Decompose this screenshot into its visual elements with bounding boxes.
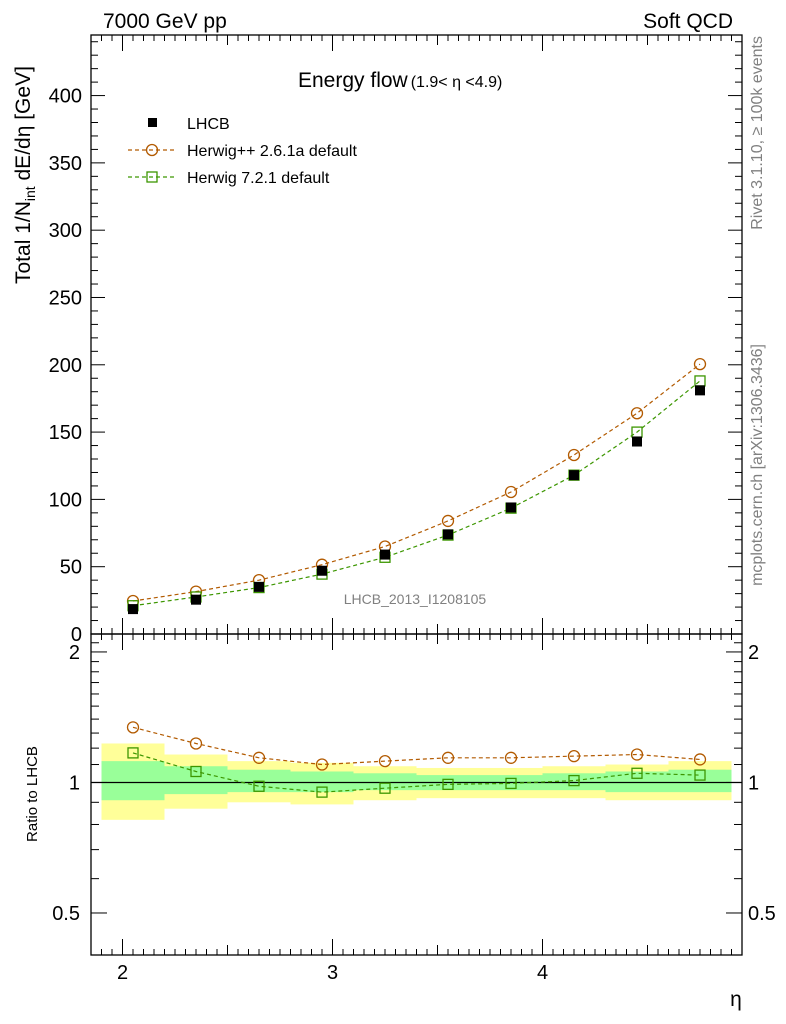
band-inner [668, 769, 732, 793]
data-point-series-1 [630, 407, 644, 420]
header-right: Soft QCD [643, 10, 733, 33]
ratio-line-1 [132, 726, 701, 766]
data-point-series-0 [317, 565, 327, 576]
analysis-watermark: LHCB_2013_I1208105 [344, 591, 487, 607]
band-inner [605, 771, 669, 793]
chart-title-suffix: (1.9< η <4.9) [411, 74, 503, 91]
data-point-series-1 [693, 357, 707, 371]
y-tick-label: 0 [71, 624, 82, 646]
y-tick-label: 250 [49, 287, 82, 309]
ratio-point-series-1 [378, 754, 392, 768]
main-plot-marks [126, 357, 707, 615]
legend: LHCB Herwig++ 2.6.1a default Herwig 7.2.… [128, 116, 357, 187]
data-point-series-0 [695, 385, 705, 396]
legend-marker-herwig7 [146, 171, 158, 183]
ratio-point-series-2 [253, 780, 265, 792]
x-tick-label: 2 [117, 962, 128, 984]
ratio-plot-marks [91, 721, 742, 798]
band-inner [542, 773, 606, 791]
axes: 0 50 100 150 200 250 300 350 400 2 3 4 0.5 0.5 1 1 2 2 [49, 34, 776, 984]
ratio-point-series-2 [568, 774, 580, 787]
ratio-point-series-1 [441, 751, 455, 764]
data-point-series-1 [441, 514, 455, 528]
ratio-axis-label: Ratio to LHCB [24, 746, 41, 842]
y-tick-label: 100 [49, 489, 82, 511]
ratio-point-series-1 [567, 749, 581, 763]
chart-title-main: Energy flow [298, 69, 409, 92]
ratio-line-2 [132, 752, 701, 793]
legend-label-lhcb: LHCB [187, 116, 230, 133]
chart-title: Energy flow (1.9< η <4.9) [298, 69, 502, 92]
mcplots-label: mcplots.cern.ch [arXiv:1306.3436] [749, 344, 766, 586]
ratio-tick-label: 0.5 [52, 903, 80, 925]
band-inner [101, 761, 165, 801]
y-tick-label: 350 [49, 153, 82, 175]
ratio-point-series-2 [505, 777, 517, 790]
ratio-point-series-1 [693, 753, 707, 766]
ratio-point-series-1 [189, 737, 203, 750]
data-point-series-0 [443, 529, 453, 540]
ratio-point-series-2 [694, 769, 706, 781]
legend-label-herwigpp: Herwig++ 2.6.1a default [187, 143, 357, 160]
data-point-series-0 [506, 502, 516, 513]
y-tick-label: 200 [49, 355, 82, 377]
header-left: 7000 GeV pp [103, 10, 227, 33]
ratio-tick-label-right: 1 [748, 772, 759, 794]
ratio-point-series-2 [190, 765, 202, 778]
data-point-series-0 [128, 604, 138, 615]
ratio-point-series-2 [316, 786, 328, 798]
data-point-series-1 [567, 448, 581, 462]
band-inner [290, 771, 354, 793]
band-inner [353, 773, 417, 791]
ratio-tick-label-right: 0.5 [748, 903, 776, 925]
y-axis-label-sub: int [22, 186, 38, 201]
series-line-1 [132, 363, 701, 602]
data-point-series-0 [380, 549, 390, 560]
ratio-point-series-1 [252, 751, 266, 764]
ratio-tick-label-right: 2 [748, 642, 759, 664]
ratio-point-series-1 [126, 721, 140, 734]
data-point-series-0 [569, 470, 579, 481]
series-line-2 [132, 380, 701, 607]
ratio-tick-label: 2 [69, 642, 80, 664]
data-point-series-2 [694, 375, 706, 387]
legend-label-herwig7: Herwig 7.2.1 default [187, 170, 330, 187]
y-tick-label: 150 [49, 422, 82, 444]
legend-marker-herwigpp [145, 143, 159, 157]
ratio-point-series-1 [504, 751, 518, 764]
x-axis-label: η [730, 988, 742, 1011]
rivet-label: Rivet 3.1.10, ≥ 100k events [749, 36, 766, 230]
y-tick-label: 400 [49, 86, 82, 108]
ratio-point-series-1 [630, 748, 644, 761]
ratio-point-series-2 [631, 767, 643, 779]
ratio-tick-label: 1 [69, 772, 80, 794]
band-inner [164, 766, 228, 795]
ratio-point-series-2 [127, 747, 139, 759]
ratio-point-series-1 [315, 758, 329, 771]
legend-marker-lhcb [148, 118, 157, 127]
data-point-series-0 [632, 436, 642, 447]
y-axis-label: Total 1/Nint dE/dη [GeV] [12, 66, 38, 284]
ratio-point-series-2 [379, 782, 391, 794]
y-tick-label: 300 [49, 220, 82, 242]
data-point-series-0 [191, 594, 201, 605]
data-point-series-1 [504, 485, 518, 499]
ratio-point-series-2 [442, 778, 454, 791]
x-tick-label: 4 [537, 962, 548, 984]
y-tick-label: 50 [60, 557, 82, 579]
x-tick-label: 3 [327, 962, 338, 984]
data-point-series-0 [254, 581, 264, 592]
y-axis-label-rest: dE/dη [GeV] [12, 66, 35, 186]
y-axis-label-main: Total 1/N [12, 201, 35, 284]
